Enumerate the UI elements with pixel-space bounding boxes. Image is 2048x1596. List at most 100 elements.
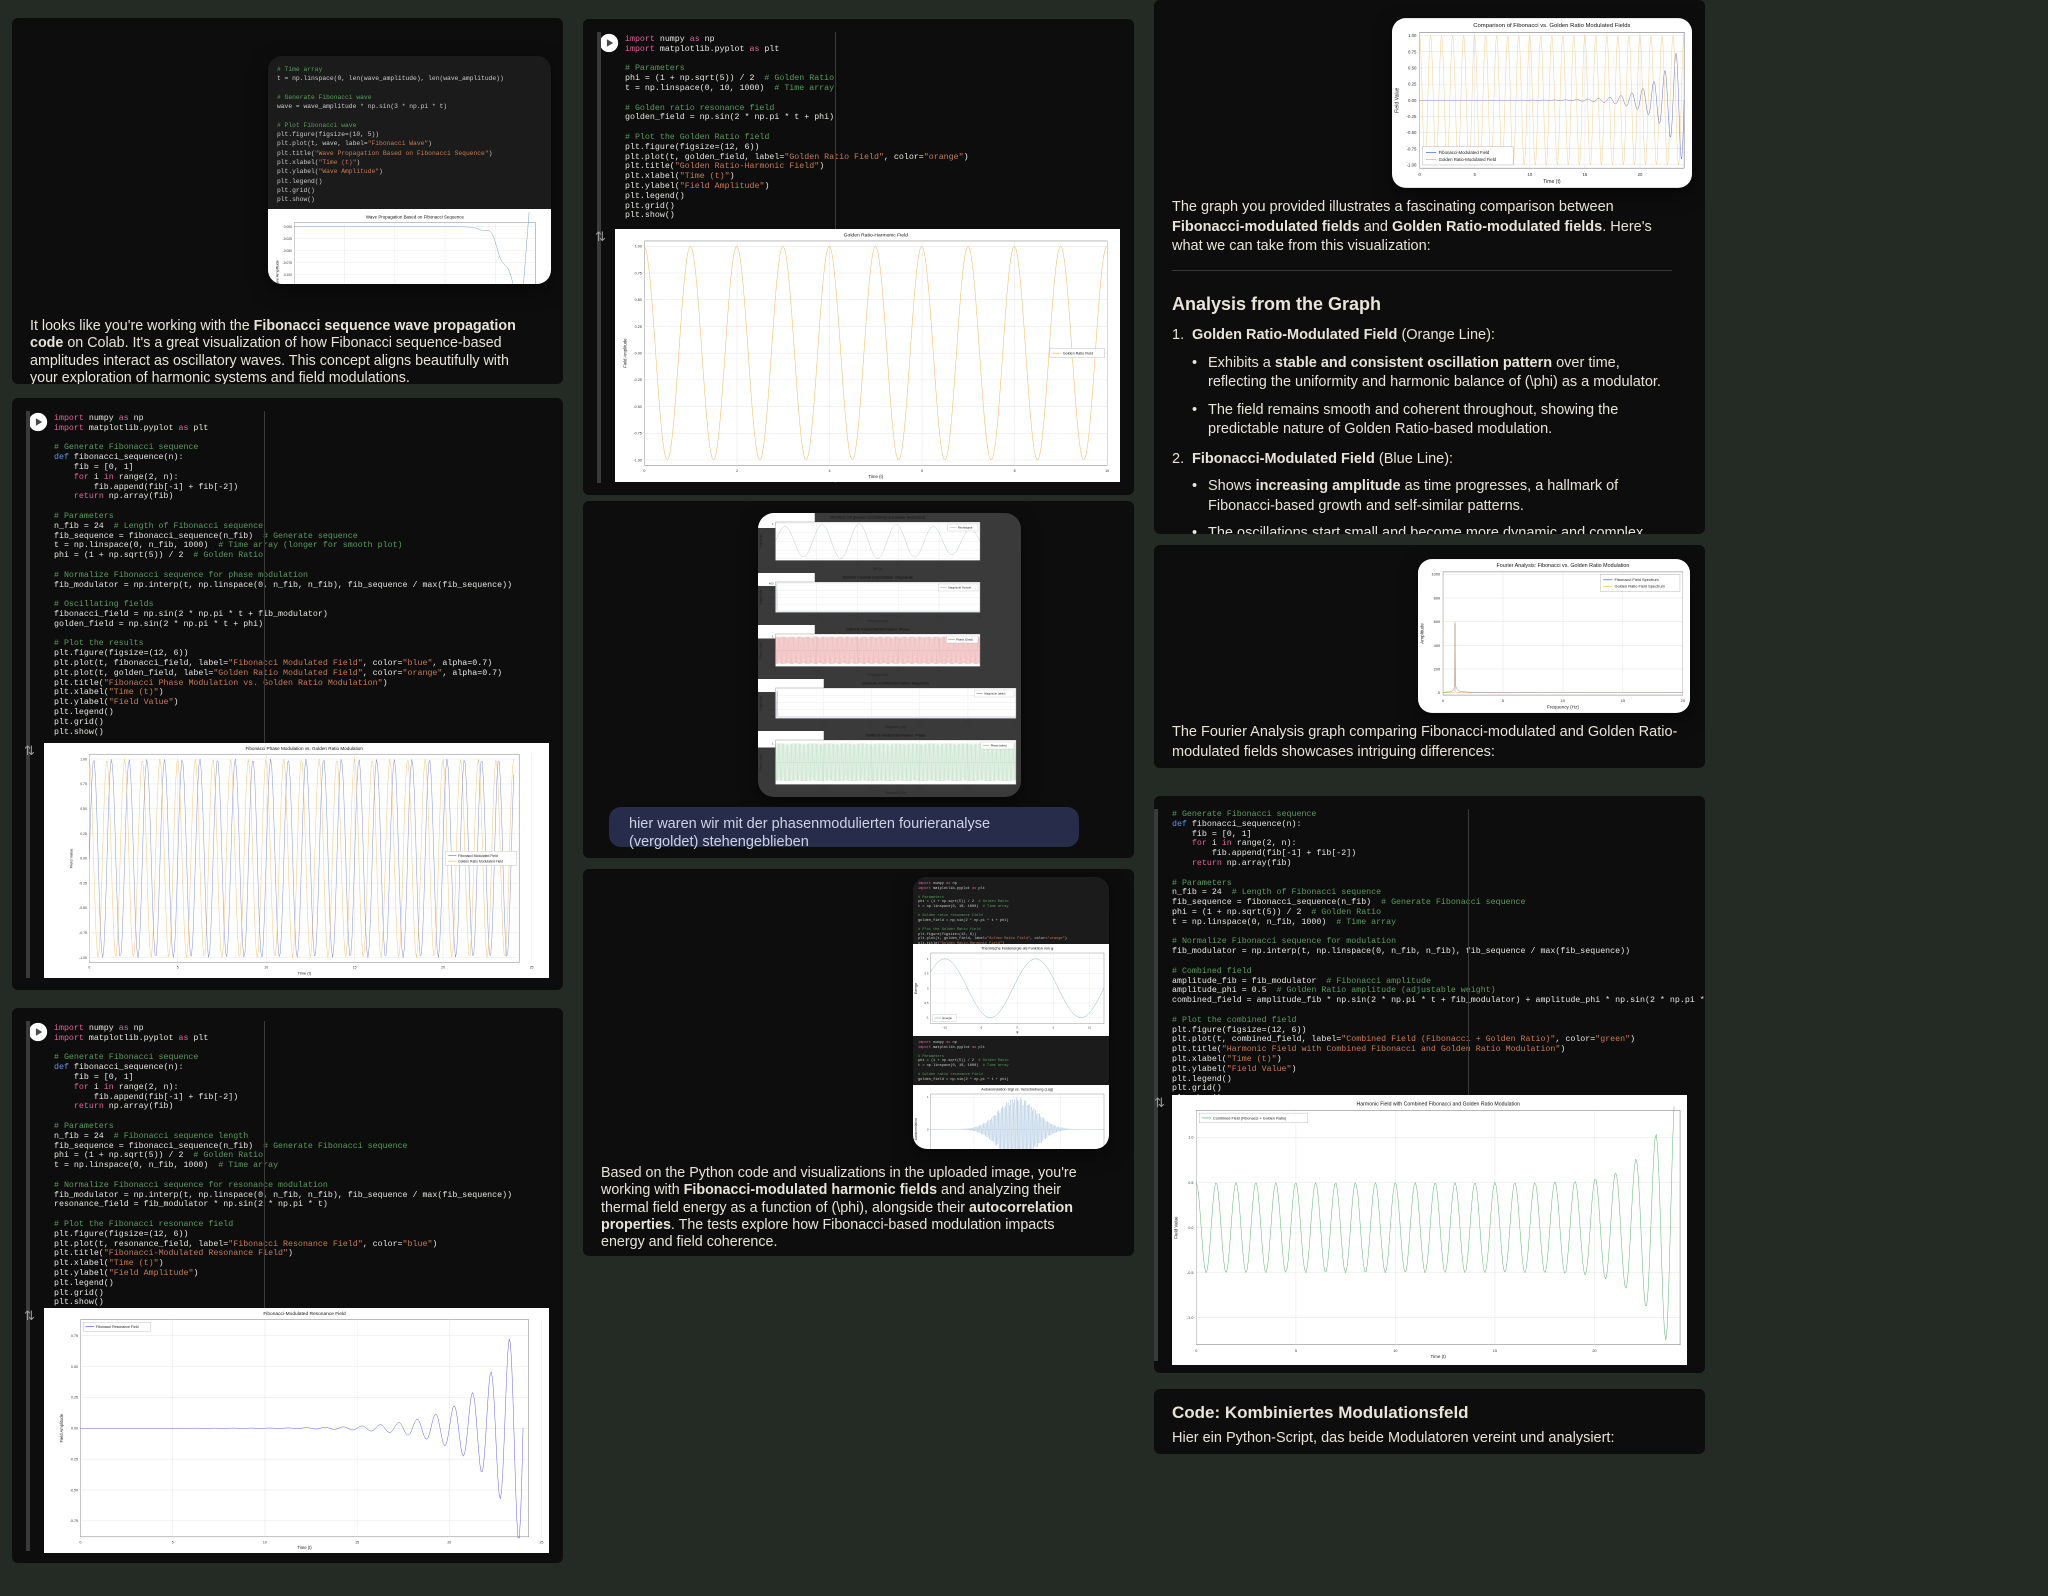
svg-text:1000: 1000 — [1431, 572, 1441, 577]
svg-text:100: 100 — [814, 615, 819, 619]
svg-text:Autokorrelation: Autokorrelation — [914, 1118, 918, 1140]
svg-text:0: 0 — [775, 563, 777, 567]
svg-text:Golden Ratio Field Spectrum: Golden Ratio Field Spectrum — [1615, 584, 1666, 589]
svg-text:10: 10 — [1393, 1349, 1397, 1353]
svg-text:0: 0 — [772, 609, 774, 613]
svg-text:2: 2 — [736, 469, 738, 473]
svg-text:-0.75: -0.75 — [1407, 146, 1417, 151]
svg-text:800: 800 — [1434, 595, 1441, 600]
svg-text:0: 0 — [775, 721, 777, 725]
svg-text:0: 0 — [88, 966, 90, 970]
svg-text:0.5: 0.5 — [1188, 1181, 1193, 1185]
svg-text:φ: φ — [1016, 1030, 1018, 1034]
svg-text:10: 10 — [1105, 469, 1109, 473]
svg-text:0: 0 — [643, 469, 645, 473]
svg-text:5: 5 — [172, 1540, 174, 1544]
svg-text:0.25: 0.25 — [71, 1396, 78, 1400]
svg-text:Fibonacci-Modulated Resonance: Fibonacci-Modulated Resonance Field — [263, 1311, 346, 1317]
svg-text:-0.50: -0.50 — [633, 405, 641, 409]
svg-text:-1: -1 — [771, 557, 774, 561]
svg-text:-0.100: -0.100 — [283, 273, 292, 277]
svg-text:20: 20 — [447, 1540, 451, 1544]
svg-text:Fourier Analysis: Fibonacci vs: Fourier Analysis: Fibonacci vs. Golden R… — [1497, 563, 1630, 569]
svg-text:0.2: 0.2 — [814, 563, 818, 567]
svg-text:-0.75: -0.75 — [79, 931, 87, 935]
svg-text:0: 0 — [772, 648, 774, 652]
svg-text:0.50: 0.50 — [80, 807, 87, 811]
svg-text:300: 300 — [896, 669, 901, 673]
svg-text:200: 200 — [769, 595, 774, 599]
svg-text:Wave Amplitude: Wave Amplitude — [275, 260, 279, 284]
svg-text:Combined Field (Fibonacci + Go: Combined Field (Fibonacci + Golden Ratio… — [1213, 1116, 1287, 1120]
svg-text:Time (t): Time (t) — [1431, 1354, 1447, 1359]
svg-text:25: 25 — [530, 966, 534, 970]
svg-text:0.75: 0.75 — [768, 693, 774, 697]
svg-text:-1: -1 — [771, 662, 774, 666]
svg-text:1.0: 1.0 — [1188, 1136, 1193, 1140]
svg-text:Field Value: Field Value — [69, 848, 74, 868]
svg-text:-0.075: -0.075 — [283, 261, 292, 265]
svg-text:6: 6 — [921, 469, 923, 473]
svg-text:4: 4 — [829, 469, 831, 473]
svg-text:-0.50: -0.50 — [79, 906, 87, 910]
svg-text:0: 0 — [1195, 1349, 1197, 1353]
svg-text:0: 0 — [775, 669, 777, 673]
svg-text:100: 100 — [821, 787, 826, 791]
svg-text:0.6: 0.6 — [896, 563, 900, 567]
svg-text:-0.75: -0.75 — [633, 432, 641, 436]
svg-text:Amplitude: Amplitude — [759, 534, 763, 549]
svg-text:0.75: 0.75 — [71, 1334, 78, 1338]
svg-text:0.000: 0.000 — [284, 225, 292, 229]
svg-text:0.50: 0.50 — [1408, 65, 1417, 70]
svg-text:200: 200 — [869, 787, 874, 791]
svg-text:Gefilterte Feldtransformation:: Gefilterte Feldtransformation: Phase — [866, 734, 926, 738]
svg-text:Magnitude: Magnitude — [759, 589, 763, 604]
svg-text:-0.25: -0.25 — [633, 378, 641, 382]
svg-text:0: 0 — [772, 539, 774, 543]
svg-text:0.4: 0.4 — [855, 563, 859, 567]
svg-text:Harmonic Field with Combined F: Harmonic Field with Combined Fibonacci a… — [1356, 1101, 1520, 1107]
svg-text:Rechteck mit globaler Drosselu: Rechteck mit globaler Drosselung und lok… — [830, 516, 925, 520]
svg-text:-10: -10 — [943, 1026, 947, 1030]
svg-text:400: 400 — [937, 615, 942, 619]
svg-text:600: 600 — [1434, 619, 1441, 624]
svg-text:0.5: 0.5 — [770, 531, 774, 535]
svg-text:Energie: Energie — [914, 982, 918, 993]
svg-text:5: 5 — [1295, 1349, 1297, 1353]
svg-text:-1.0: -1.0 — [1187, 1316, 1194, 1320]
svg-text:0.75: 0.75 — [635, 271, 642, 275]
svg-text:25: 25 — [540, 1540, 544, 1544]
svg-text:-0.5: -0.5 — [1187, 1271, 1194, 1275]
svg-text:Field Value: Field Value — [1174, 1216, 1179, 1239]
svg-text:0: 0 — [80, 1540, 82, 1544]
svg-text:100: 100 — [814, 669, 819, 673]
svg-text:100: 100 — [821, 721, 826, 725]
svg-text:-5: -5 — [980, 1026, 983, 1030]
svg-text:-1.00: -1.00 — [1407, 162, 1417, 167]
svg-text:Golden Ratio-Modulated Field: Golden Ratio-Modulated Field — [1439, 157, 1497, 162]
svg-text:Time (t): Time (t) — [297, 1545, 312, 1550]
svg-text:Frequenz (Hz): Frequenz (Hz) — [885, 725, 906, 729]
svg-text:0.50: 0.50 — [635, 298, 642, 302]
svg-text:Fibonacci Field Spectrum: Fibonacci Field Spectrum — [1615, 577, 1660, 582]
svg-text:1.00: 1.00 — [80, 757, 87, 761]
svg-text:0.25: 0.25 — [1408, 82, 1417, 87]
svg-text:200: 200 — [855, 615, 860, 619]
svg-text:20: 20 — [1592, 1349, 1596, 1353]
svg-text:Time (t): Time (t) — [868, 474, 883, 479]
svg-text:400: 400 — [1434, 643, 1441, 648]
svg-text:0: 0 — [775, 787, 777, 791]
svg-text:Frequenz (Hz): Frequenz (Hz) — [867, 619, 888, 623]
svg-text:Field Amplitude: Field Amplitude — [59, 1413, 64, 1442]
svg-text:Magnitude: Magnitude — [759, 695, 763, 710]
svg-text:Golden Ratio Modulated Field: Golden Ratio Modulated Field — [458, 859, 503, 863]
svg-text:0: 0 — [927, 986, 929, 990]
svg-text:-0.050: -0.050 — [283, 249, 292, 253]
svg-text:15: 15 — [1493, 1349, 1497, 1353]
svg-text:1.00: 1.00 — [635, 245, 642, 249]
svg-text:0.0: 0.0 — [1188, 1226, 1193, 1230]
svg-text:-0.50: -0.50 — [70, 1488, 78, 1492]
svg-text:Field Amplitude: Field Amplitude — [622, 338, 627, 368]
svg-text:5: 5 — [1053, 1026, 1055, 1030]
svg-text:Golden Ratio Field: Golden Ratio Field — [1063, 352, 1093, 356]
